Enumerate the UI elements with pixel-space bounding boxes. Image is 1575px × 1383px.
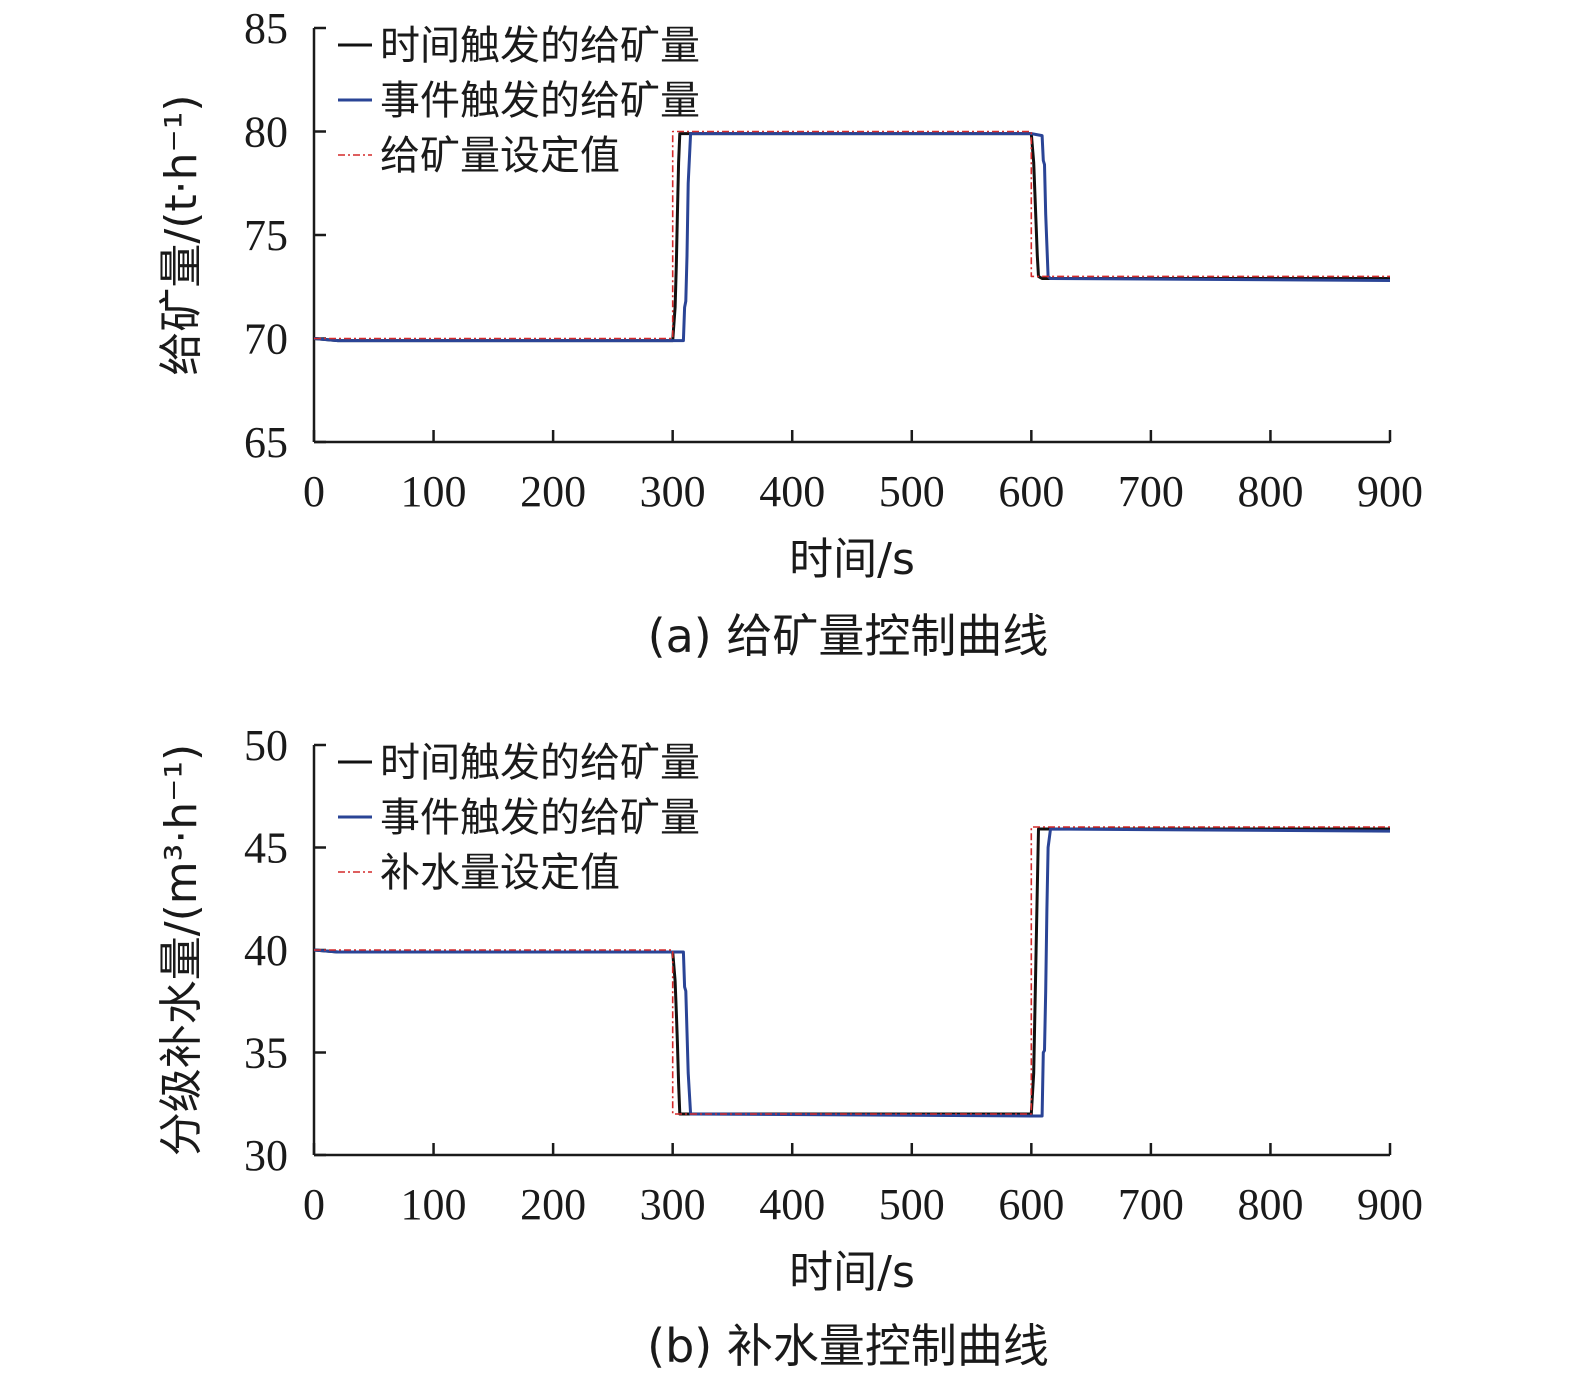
x-tick-label: 900 xyxy=(1357,467,1423,516)
x-tick-label: 800 xyxy=(1237,1180,1303,1229)
legend-label: 时间触发的给矿量 xyxy=(380,740,700,786)
x-tick-label: 600 xyxy=(998,1180,1064,1229)
legend-label: 补水量设定值 xyxy=(380,850,620,896)
y-tick-label: 70 xyxy=(244,315,288,364)
x-tick-label: 300 xyxy=(640,467,706,516)
y-tick-label: 85 xyxy=(244,4,288,53)
legend-label: 给矿量设定值 xyxy=(380,133,620,179)
y-tick-label: 50 xyxy=(244,721,288,770)
series-line-1 xyxy=(313,132,1390,343)
chart-caption: (a) 给矿量控制曲线 xyxy=(648,609,1049,663)
chart-caption: (b) 补水量控制曲线 xyxy=(647,1319,1049,1373)
y-axis-title: 给矿量/(t·h⁻¹) xyxy=(156,94,207,375)
x-tick-label: 700 xyxy=(1118,467,1184,516)
legend-label: 事件触发的给矿量 xyxy=(380,795,700,841)
x-tick-label: 200 xyxy=(520,1180,586,1229)
series-line-2 xyxy=(313,827,1391,1118)
x-tick-label: 500 xyxy=(879,1180,945,1229)
x-tick-label: 400 xyxy=(759,467,825,516)
x-tick-label: 0 xyxy=(303,1180,325,1229)
y-tick-label: 80 xyxy=(244,108,288,157)
x-axis-title: 时间/s xyxy=(789,1247,915,1298)
series-line-3 xyxy=(314,130,1390,340)
legend-label: 时间触发的给矿量 xyxy=(380,23,700,69)
legend-label: 事件触发的给矿量 xyxy=(380,78,700,124)
series-line-3 xyxy=(314,826,1390,1115)
x-tick-label: 100 xyxy=(401,467,467,516)
x-tick-label: 600 xyxy=(998,467,1064,516)
x-tick-label: 300 xyxy=(640,1180,706,1229)
x-tick-label: 800 xyxy=(1237,467,1303,516)
y-tick-label: 65 xyxy=(244,418,288,467)
x-tick-label: 400 xyxy=(759,1180,825,1229)
y-tick-label: 75 xyxy=(244,211,288,260)
x-tick-label: 900 xyxy=(1357,1180,1423,1229)
series-line-1 xyxy=(313,827,1390,1116)
x-tick-label: 0 xyxy=(303,467,325,516)
y-tick-label: 30 xyxy=(244,1131,288,1180)
chart-a: 65 70 75 80 85 0 100 200 300 400 500 600 700 800 900 时间… xyxy=(156,4,1423,663)
y-tick-label: 45 xyxy=(244,824,288,873)
x-tick-label: 500 xyxy=(879,467,945,516)
y-tick-label: 40 xyxy=(244,926,288,975)
x-tick-label: 100 xyxy=(401,1180,467,1229)
x-tick-label: 200 xyxy=(520,467,586,516)
y-tick-label: 35 xyxy=(244,1029,288,1078)
y-axis-title: 分级补水量/(m³·h⁻¹) xyxy=(156,744,207,1156)
x-axis-title: 时间/s xyxy=(789,534,915,585)
x-tick-label: 700 xyxy=(1118,1180,1184,1229)
